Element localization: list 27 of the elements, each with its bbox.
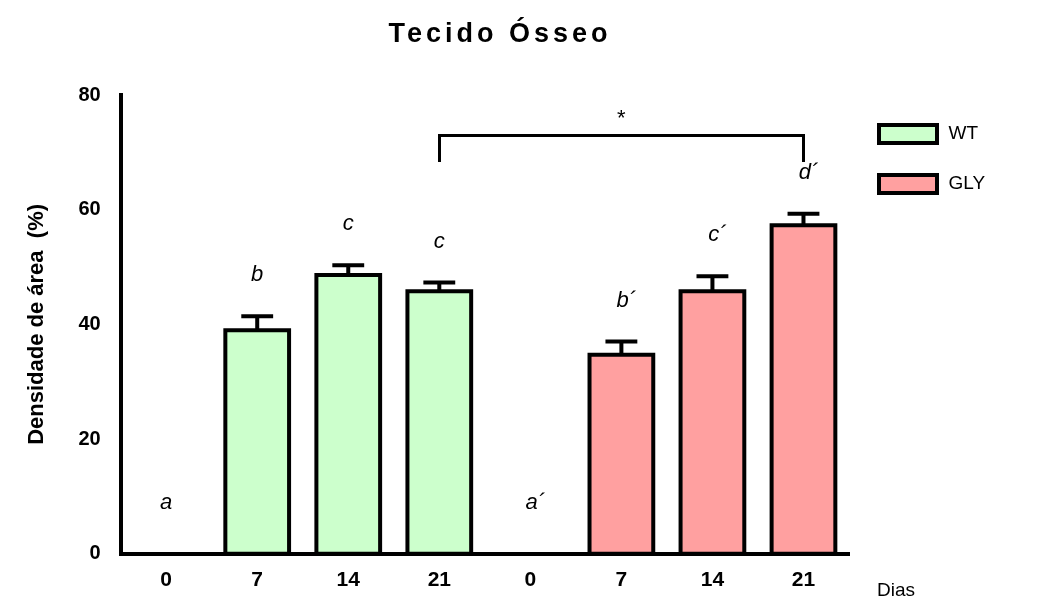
x-tick-label: 21 [427,567,452,591]
annotation: c [433,227,445,253]
legend-label: GLY [948,172,986,194]
legend-label: WT [948,122,979,144]
x-axis-title: Dias [877,579,916,601]
x-tick-label: 21 [791,567,816,591]
y-tick-label: 0 [89,541,101,564]
annotation: d´ [798,158,819,184]
x-tick-label: 14 [336,567,361,591]
annotation: a [160,488,173,514]
annotation: c [342,210,354,236]
y-axis-title: Densidade de área (%) [23,203,49,445]
annotation: a´ [525,488,546,514]
x-tick-label: 0 [524,567,537,591]
x-tick-label: 0 [160,567,173,591]
annotation: b´ [616,286,637,312]
y-tick-label: 20 [78,426,101,449]
annotation: * [617,105,627,131]
x-tick-label: 14 [700,567,725,591]
y-tick-label: 60 [78,197,101,220]
annotation: c´ [708,221,727,247]
y-tick-label: 40 [78,311,101,334]
x-tick-label: 7 [615,567,628,591]
y-tick-label: 80 [78,82,101,105]
annotation: b [251,261,264,287]
chart-title: Tecido Ósseo [387,18,613,49]
x-tick-label: 7 [251,567,264,591]
